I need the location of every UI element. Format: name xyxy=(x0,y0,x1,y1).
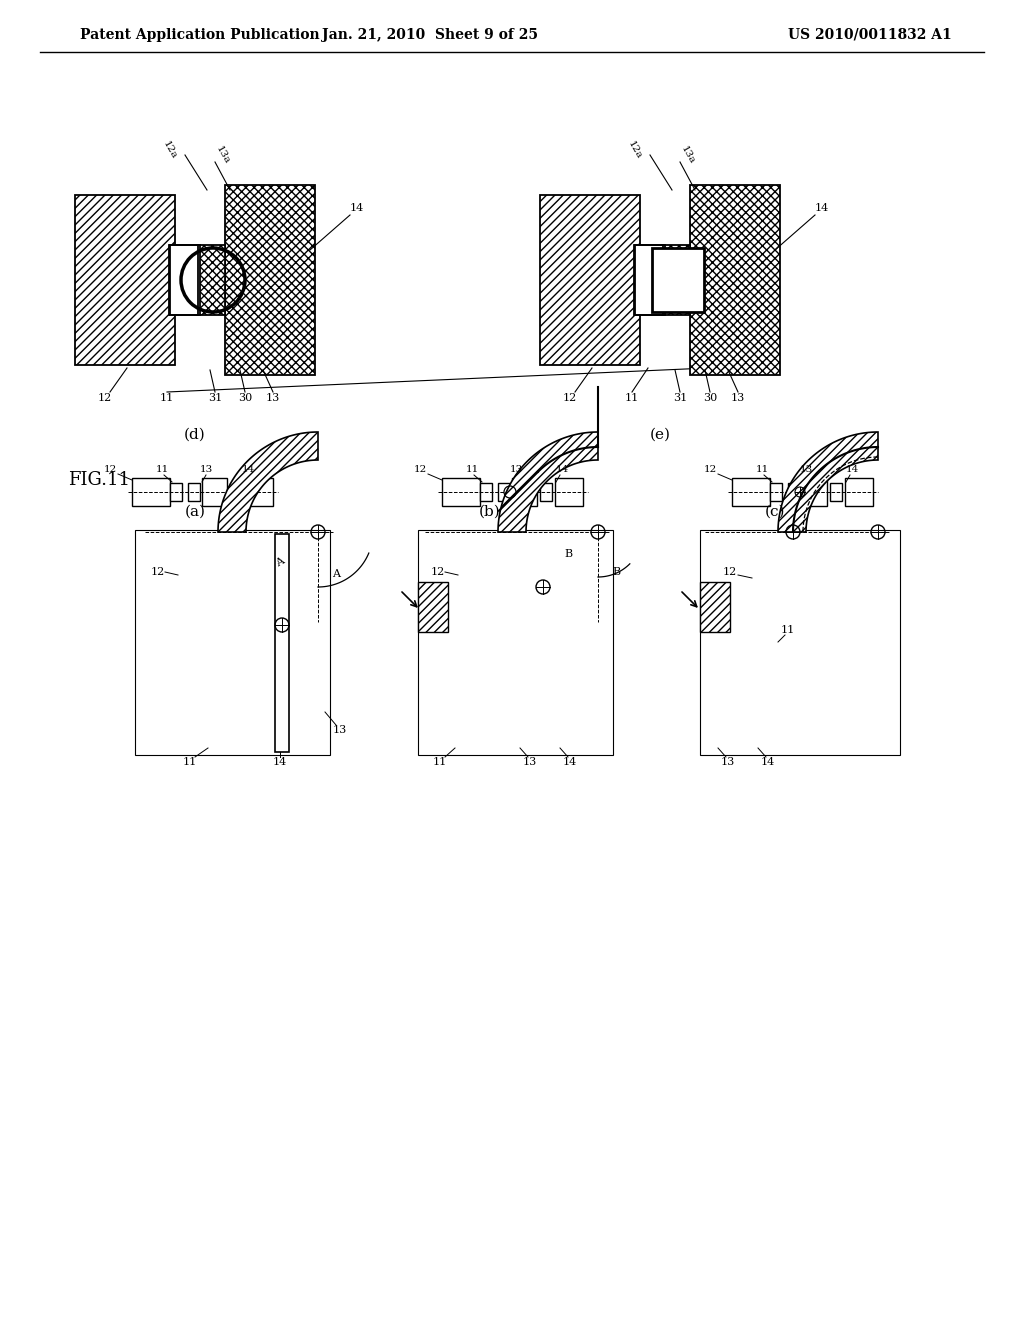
Text: 11: 11 xyxy=(433,756,447,767)
Text: 12: 12 xyxy=(103,466,117,474)
Bar xyxy=(845,478,873,506)
Bar xyxy=(230,483,242,502)
Polygon shape xyxy=(498,432,598,532)
Text: 11: 11 xyxy=(156,466,169,474)
Bar xyxy=(770,483,782,502)
Text: 11: 11 xyxy=(183,756,198,767)
Bar xyxy=(652,248,705,312)
Bar xyxy=(275,535,289,752)
Bar xyxy=(170,483,182,502)
Text: 12: 12 xyxy=(151,568,165,577)
Text: 13: 13 xyxy=(523,756,538,767)
Bar xyxy=(169,246,198,315)
Bar xyxy=(418,582,449,632)
Bar xyxy=(169,246,198,315)
Bar xyxy=(512,478,537,506)
Bar xyxy=(225,185,315,375)
Text: B: B xyxy=(564,549,572,558)
Text: 12: 12 xyxy=(414,466,427,474)
Text: B: B xyxy=(612,568,621,577)
Text: 14: 14 xyxy=(815,203,829,213)
Bar xyxy=(188,483,200,502)
Text: A: A xyxy=(274,556,286,569)
Text: Jan. 21, 2010  Sheet 9 of 25: Jan. 21, 2010 Sheet 9 of 25 xyxy=(322,28,538,42)
Text: 14: 14 xyxy=(272,756,287,767)
Bar xyxy=(170,246,200,315)
Bar xyxy=(635,246,665,315)
Bar xyxy=(135,531,330,755)
Text: (a): (a) xyxy=(184,506,206,519)
Text: 12a: 12a xyxy=(161,140,179,161)
Bar xyxy=(480,483,492,502)
Bar xyxy=(197,246,225,315)
Bar xyxy=(662,246,690,315)
Bar xyxy=(75,195,175,366)
Text: 14: 14 xyxy=(563,756,578,767)
Text: 13: 13 xyxy=(721,756,735,767)
Text: US 2010/0011832 A1: US 2010/0011832 A1 xyxy=(788,28,952,42)
Polygon shape xyxy=(778,432,878,532)
Bar xyxy=(540,195,640,366)
Bar xyxy=(690,185,780,375)
Bar xyxy=(170,246,200,315)
Bar xyxy=(788,483,800,502)
Text: 14: 14 xyxy=(555,466,568,474)
Bar xyxy=(700,531,900,755)
Text: 13: 13 xyxy=(800,466,813,474)
Bar xyxy=(634,246,663,315)
Text: (d): (d) xyxy=(184,428,206,442)
Text: 13: 13 xyxy=(266,393,281,403)
Bar xyxy=(830,483,842,502)
Text: (c): (c) xyxy=(765,506,785,519)
Text: 11: 11 xyxy=(625,393,639,403)
Text: 12a: 12a xyxy=(627,140,644,161)
Text: 11: 11 xyxy=(160,393,174,403)
Text: (b): (b) xyxy=(479,506,501,519)
Bar xyxy=(635,246,665,315)
Text: A: A xyxy=(332,569,340,579)
Bar xyxy=(202,478,227,506)
Text: 30: 30 xyxy=(702,393,717,403)
Bar xyxy=(555,478,583,506)
Text: 31: 31 xyxy=(673,393,687,403)
Bar xyxy=(700,582,730,632)
Bar xyxy=(634,246,663,315)
Bar xyxy=(132,478,170,506)
Text: 30: 30 xyxy=(238,393,252,403)
Bar xyxy=(418,531,613,755)
Text: 12: 12 xyxy=(563,393,578,403)
Text: 12: 12 xyxy=(703,466,717,474)
Text: 13: 13 xyxy=(200,466,213,474)
Text: 31: 31 xyxy=(208,393,222,403)
Text: 13a: 13a xyxy=(214,144,231,165)
Text: 14: 14 xyxy=(242,466,255,474)
Text: Patent Application Publication: Patent Application Publication xyxy=(80,28,319,42)
Polygon shape xyxy=(218,432,318,532)
Text: 11: 11 xyxy=(781,624,795,635)
Bar xyxy=(540,483,552,502)
Text: 12: 12 xyxy=(723,568,737,577)
Text: 13a: 13a xyxy=(679,144,696,165)
Text: 14: 14 xyxy=(350,203,365,213)
Bar xyxy=(442,478,480,506)
Text: FIG.11: FIG.11 xyxy=(68,471,130,488)
Text: 12: 12 xyxy=(98,393,112,403)
Text: 13: 13 xyxy=(509,466,522,474)
Text: 12: 12 xyxy=(431,568,445,577)
Text: 11: 11 xyxy=(465,466,478,474)
Bar xyxy=(732,478,770,506)
Text: 14: 14 xyxy=(761,756,775,767)
Text: (e): (e) xyxy=(649,428,671,442)
Bar xyxy=(802,478,827,506)
Bar xyxy=(498,483,510,502)
Bar xyxy=(245,478,273,506)
Text: 11: 11 xyxy=(756,466,769,474)
Text: 14: 14 xyxy=(846,466,859,474)
Text: 13: 13 xyxy=(731,393,745,403)
Text: 13: 13 xyxy=(333,725,347,735)
